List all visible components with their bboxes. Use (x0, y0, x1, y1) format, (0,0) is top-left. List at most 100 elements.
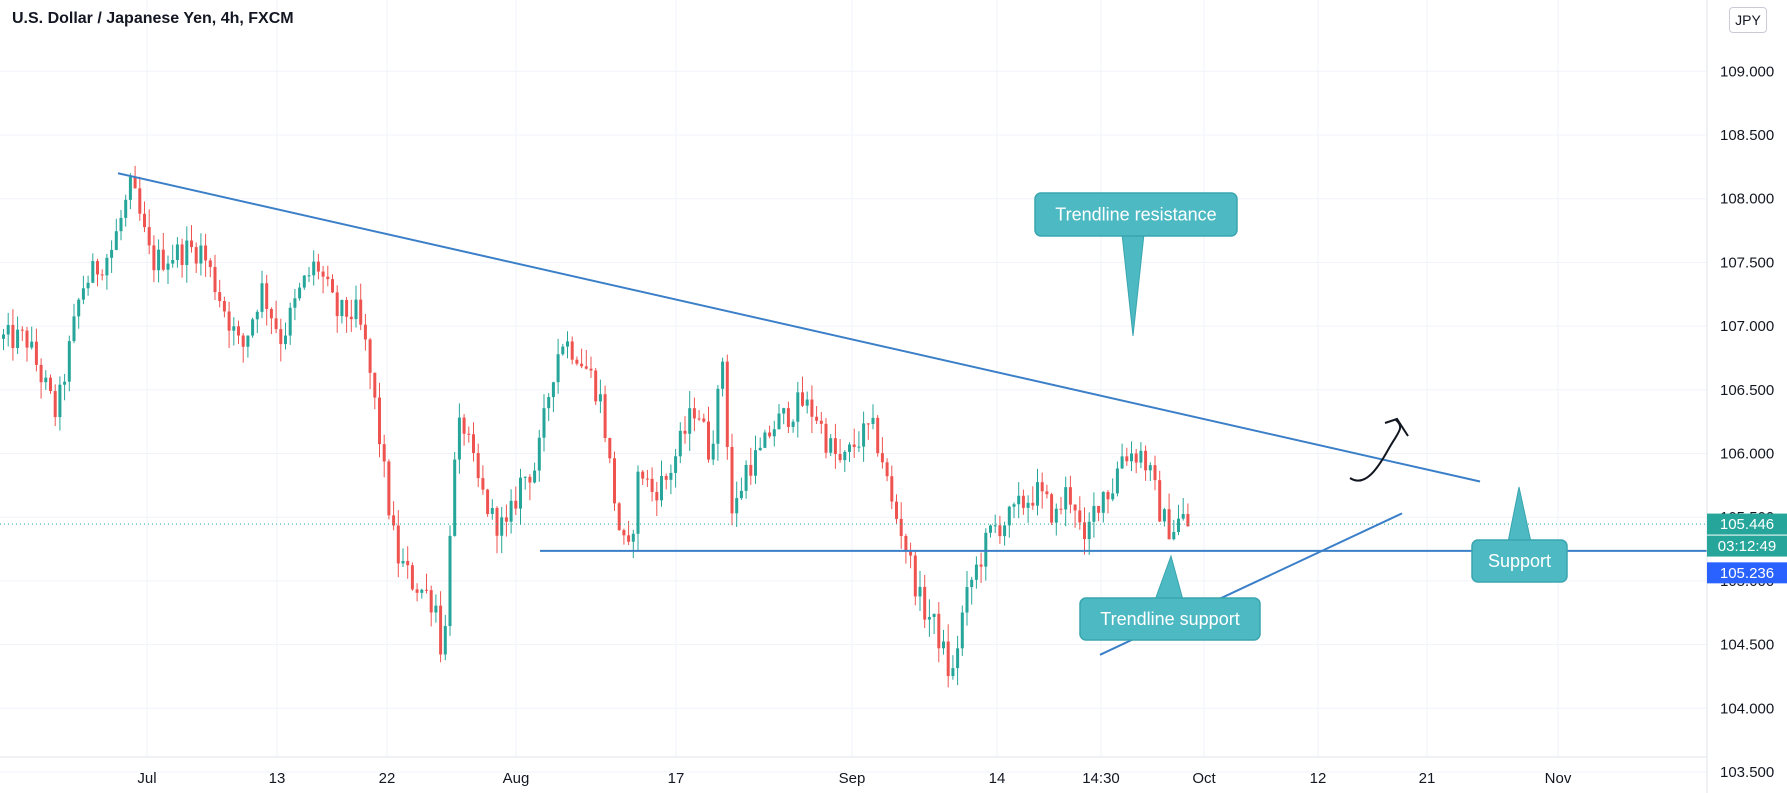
candle-body (833, 438, 837, 455)
candle-body (899, 518, 903, 536)
last-price-tag-label: 105.446 (1720, 516, 1774, 533)
candle-body (514, 500, 518, 509)
chart-title: U.S. Dollar / Japanese Yen, 4h, FXCM (12, 10, 294, 27)
candle-body (265, 283, 269, 310)
candle-body (20, 329, 24, 331)
candle-body (72, 316, 76, 342)
candle-body (1021, 495, 1025, 508)
candle-body (293, 298, 297, 308)
candle-body (1148, 465, 1152, 471)
candle-body (537, 437, 541, 471)
candle-body (96, 261, 99, 275)
candle-body (857, 446, 861, 448)
candle-body (274, 318, 278, 330)
candle-body (269, 309, 273, 319)
candle-body (467, 433, 471, 435)
x-tick-label: Jul (137, 770, 156, 787)
candle-body (331, 279, 334, 293)
candle-body (542, 408, 546, 438)
candle-body (608, 438, 612, 459)
candle-body (829, 438, 833, 453)
candle-body (951, 668, 955, 677)
candle-body (1186, 514, 1190, 527)
candle-body (683, 430, 687, 434)
candle-body (255, 311, 259, 320)
candle-body (979, 564, 983, 567)
candle-body (815, 416, 819, 421)
candle-body (434, 605, 438, 613)
candle-body (227, 311, 231, 331)
candle-body (993, 525, 997, 527)
candle-body (415, 589, 419, 593)
candle-body (1097, 505, 1101, 513)
candle-body (208, 260, 212, 267)
candle-body (1036, 482, 1039, 506)
candle-body (772, 429, 776, 437)
support-callout-box (1471, 539, 1568, 583)
candle-body (368, 339, 372, 373)
candle-body (1078, 510, 1082, 523)
support-price-tag-bg (1707, 562, 1787, 584)
candle-body (288, 307, 292, 336)
candle-body (998, 525, 1002, 537)
candle-body (956, 648, 960, 669)
candle-body (570, 341, 574, 360)
candle-body (387, 461, 391, 516)
candle-body (302, 275, 306, 288)
candle-body (819, 420, 823, 424)
candle-body (641, 471, 645, 479)
candle-body (613, 458, 616, 504)
support-price-tag-label: 105.236 (1720, 565, 1774, 582)
candle-body (707, 421, 710, 460)
candle-body (49, 377, 52, 392)
x-tick-label: 17 (668, 770, 685, 787)
candle-body (392, 515, 396, 526)
candle-body (321, 271, 325, 277)
price-tags: 105.446 03:12:49 105.236 (1707, 513, 1787, 584)
y-tick-label: 106.000 (1720, 446, 1774, 463)
candle-body (1017, 495, 1021, 505)
candle-body (942, 641, 945, 649)
candle-body (913, 555, 917, 597)
candle-body (1092, 505, 1096, 522)
candle-body (63, 381, 67, 385)
candle-body (984, 532, 988, 567)
candle-body (190, 240, 193, 248)
candle-body (617, 503, 621, 531)
candle-body (1054, 508, 1058, 523)
candle-body (316, 261, 320, 272)
candle-body (575, 359, 579, 364)
currency-badge[interactable]: JPY (1729, 7, 1767, 33)
candle-body (725, 361, 729, 447)
candle-body (171, 260, 175, 264)
candle-body (1125, 456, 1129, 462)
x-tick-label: 14 (989, 770, 1006, 787)
candle-body (1167, 509, 1171, 540)
candle-body (222, 301, 226, 312)
candle-body (796, 392, 800, 422)
candle-body (1139, 450, 1143, 463)
candle-body (39, 364, 43, 383)
candle-body (697, 418, 701, 420)
candle-body (213, 266, 217, 293)
candle-body (326, 276, 330, 280)
candle-body (786, 408, 790, 427)
candle-body (1106, 491, 1110, 500)
candle-body (1040, 482, 1044, 492)
candle-body (650, 478, 654, 492)
trend-support-callout-pointer (1154, 554, 1184, 601)
candle-body (429, 590, 433, 613)
candle-body (490, 507, 494, 514)
candle-body (754, 450, 757, 476)
candle-body (1181, 514, 1185, 519)
support-callout-label: Support (1488, 551, 1551, 571)
candle-body (340, 300, 344, 317)
x-tick-label: Oct (1192, 770, 1216, 787)
candle-body (852, 444, 856, 448)
candle-body (946, 641, 950, 677)
x-tick-label: Aug (503, 770, 530, 787)
candle-body (810, 399, 814, 417)
candle-body (580, 363, 584, 367)
candle-body (143, 213, 146, 228)
